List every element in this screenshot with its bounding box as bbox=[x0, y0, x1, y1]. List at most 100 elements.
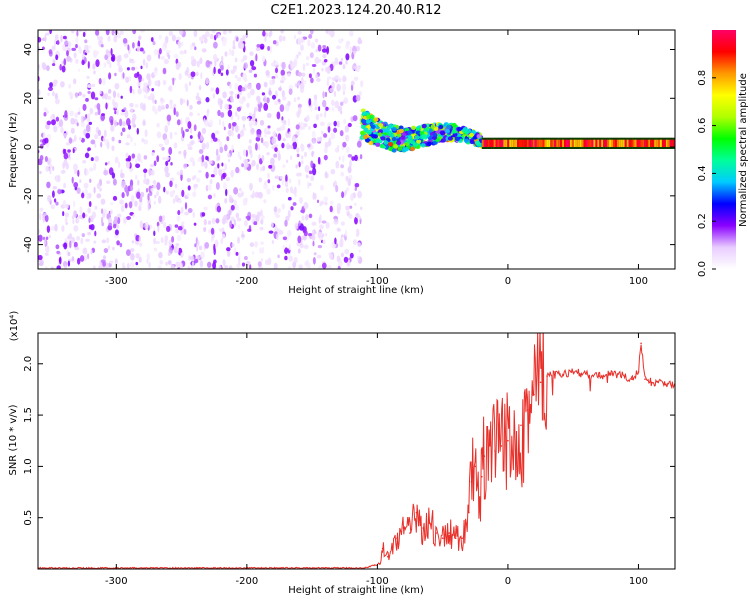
heatmap-cell bbox=[106, 95, 112, 100]
heatmap-cell bbox=[396, 140, 402, 145]
heatmap-cell bbox=[669, 139, 672, 147]
heatmap-cell bbox=[121, 127, 126, 133]
heatmap-cell bbox=[116, 213, 122, 218]
heatmap-cell bbox=[38, 229, 41, 234]
heatmap-cell bbox=[349, 205, 353, 209]
heatmap-cell bbox=[292, 141, 298, 150]
heatmap-cell bbox=[344, 248, 350, 255]
heatmap-cell bbox=[204, 119, 210, 127]
heatmap-cell bbox=[144, 129, 148, 137]
heatmap-cell bbox=[407, 130, 413, 135]
heatmap-cell bbox=[589, 139, 592, 147]
heatmap-cell bbox=[501, 139, 504, 147]
heatmap-cell bbox=[257, 98, 261, 105]
heatmap-cell bbox=[326, 123, 329, 127]
heatmap-cell bbox=[74, 169, 78, 175]
heatmap-cell bbox=[118, 161, 121, 169]
heatmap-cell bbox=[130, 195, 135, 204]
heatmap-cell bbox=[603, 139, 606, 147]
heatmap-cell bbox=[156, 123, 160, 128]
heatmap-cell bbox=[153, 160, 157, 167]
heatmap-cell bbox=[311, 63, 317, 68]
heatmap-cell bbox=[163, 58, 169, 65]
heatmap-cell bbox=[344, 189, 348, 196]
heatmap-cell bbox=[242, 55, 248, 61]
heatmap-cell bbox=[297, 129, 300, 137]
heatmap-cell bbox=[242, 198, 246, 206]
heatmap-cell bbox=[226, 249, 231, 257]
heatmap-cell bbox=[236, 236, 241, 245]
heatmap-cell bbox=[521, 139, 524, 147]
heatmap-cell bbox=[90, 91, 96, 100]
heatmap-cell bbox=[85, 44, 89, 51]
heatmap-cell bbox=[138, 35, 142, 41]
heatmap-cell bbox=[552, 139, 555, 147]
heatmap-cell bbox=[301, 72, 306, 77]
heatmap-cell bbox=[129, 85, 133, 94]
colorbar-gradient bbox=[712, 30, 736, 269]
heatmap-cell bbox=[146, 54, 152, 62]
heatmap-cell bbox=[164, 238, 168, 246]
heatmap-cell bbox=[45, 236, 49, 240]
heatmap-cell bbox=[324, 91, 328, 98]
heatmap-cell bbox=[96, 193, 102, 199]
heatmap-cell bbox=[125, 76, 130, 83]
heatmap-cell bbox=[331, 77, 336, 81]
heatmap-cell bbox=[307, 232, 313, 237]
snr-data-point bbox=[546, 375, 548, 377]
heatmap-cell bbox=[338, 61, 343, 65]
heatmap-cell bbox=[193, 30, 198, 38]
heatmap-cell bbox=[575, 139, 578, 147]
heatmap-cell bbox=[311, 221, 317, 226]
heatmap-cell bbox=[197, 240, 200, 247]
heatmap-cell bbox=[134, 200, 138, 207]
heatmap-cell bbox=[120, 131, 123, 137]
heatmap-cell bbox=[200, 40, 204, 44]
heatmap-cell bbox=[267, 46, 271, 51]
heatmap-cell bbox=[259, 247, 263, 254]
heatmap-cell bbox=[249, 120, 253, 129]
heatmap-cell bbox=[336, 83, 341, 92]
heatmap-cell bbox=[268, 164, 273, 169]
heatmap-cell bbox=[129, 58, 132, 63]
heatmap-cell bbox=[260, 218, 264, 225]
heatmap-cell bbox=[63, 159, 68, 166]
heatmap-cell bbox=[137, 179, 140, 186]
heatmap-cell bbox=[56, 39, 60, 46]
heatmap-cell bbox=[161, 214, 166, 221]
heatmap-cell bbox=[253, 110, 256, 118]
heatmap-cell bbox=[203, 117, 206, 124]
heatmap-cell bbox=[260, 137, 264, 144]
heatmap-cell bbox=[276, 111, 281, 120]
heatmap-cell bbox=[282, 164, 286, 168]
heatmap-cell bbox=[290, 206, 294, 211]
heatmap-cell bbox=[373, 117, 379, 122]
heatmap-cell bbox=[326, 47, 329, 55]
heatmap-cell bbox=[81, 192, 85, 199]
heatmap-cell bbox=[305, 214, 309, 221]
heatmap-cell bbox=[143, 171, 147, 179]
heatmap-cell bbox=[220, 99, 223, 105]
heatmap-cell bbox=[80, 237, 84, 245]
heatmap-cell bbox=[286, 159, 289, 164]
heatmap-cell bbox=[169, 99, 173, 106]
heatmap-cell bbox=[44, 155, 48, 163]
heatmap-cell bbox=[626, 139, 629, 147]
heatmap-cell bbox=[284, 255, 288, 261]
heatmap-cell bbox=[359, 130, 365, 136]
heatmap-cell bbox=[214, 168, 218, 176]
heatmap-cell bbox=[108, 88, 112, 94]
heatmap-cell bbox=[208, 160, 212, 165]
heatmap-cell bbox=[162, 67, 167, 75]
heatmap-cell bbox=[344, 125, 350, 133]
heatmap-cell bbox=[343, 256, 349, 263]
heatmap-cell bbox=[211, 217, 216, 225]
heatmap-cell bbox=[51, 63, 56, 67]
heatmap-cell bbox=[230, 204, 235, 211]
snr-data-point bbox=[572, 371, 574, 373]
heatmap-cell bbox=[306, 114, 310, 121]
heatmap-cell bbox=[141, 77, 145, 82]
heatmap-cell bbox=[287, 118, 290, 127]
heatmap-cell bbox=[245, 215, 249, 219]
y-tick-label: 40 bbox=[23, 43, 34, 56]
